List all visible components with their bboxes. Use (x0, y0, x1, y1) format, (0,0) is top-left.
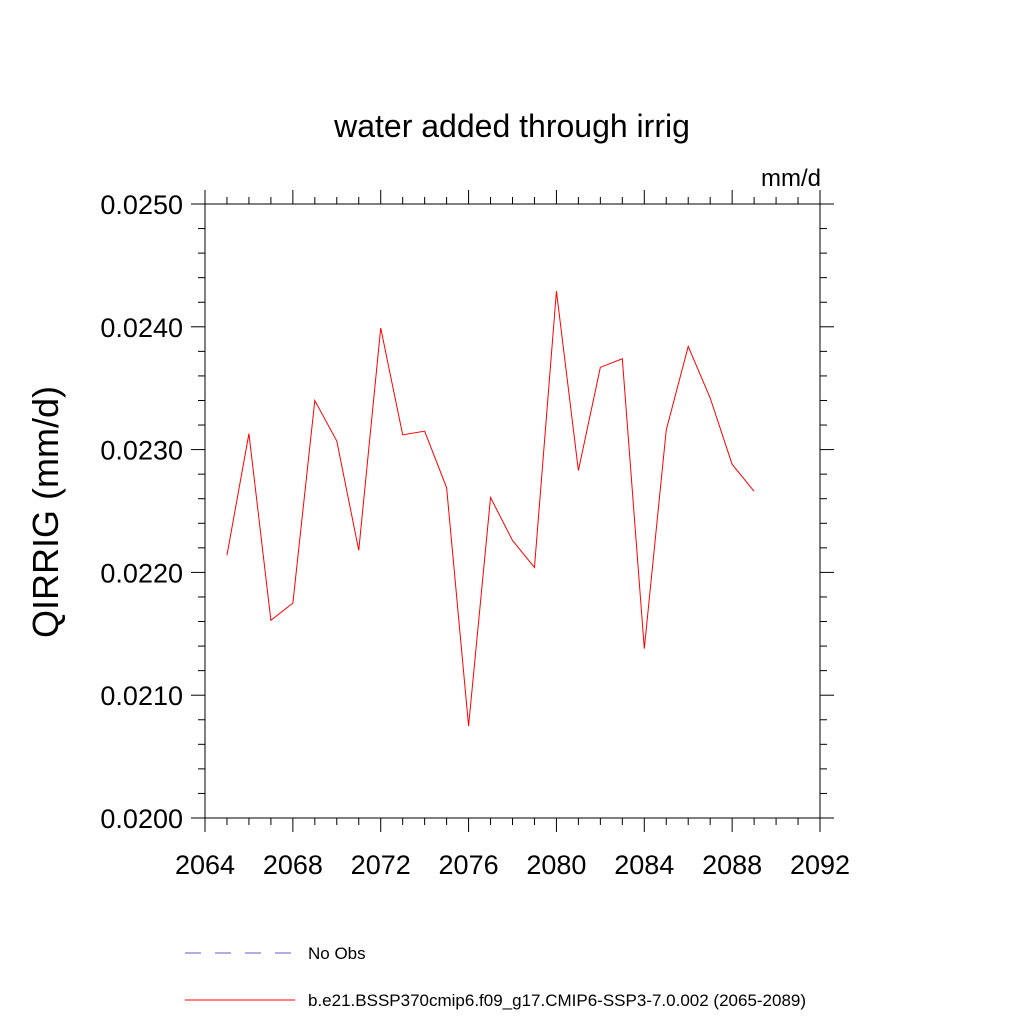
legend-label: b.e21.BSSP370cmip6.f09_g17.CMIP6-SSP3-7.… (308, 991, 806, 1010)
x-tick-labels: 2064 2068 2072 2076 2080 2084 2088 2092 (175, 850, 850, 880)
y-tick-label: 0.0250 (100, 190, 183, 220)
y-axis-label: QIRRIG (mm/d) (25, 386, 66, 638)
x-tick-label: 2072 (351, 850, 411, 880)
y-tick-labels: 0.0200 0.0210 0.0220 0.0230 0.0240 0.0250 (100, 190, 183, 834)
y-tick-label: 0.0240 (100, 313, 183, 343)
x-tick-label: 2076 (439, 850, 499, 880)
units-label: mm/d (761, 165, 821, 192)
x-tick-label: 2088 (702, 850, 762, 880)
axis-ticks (191, 190, 834, 832)
series-lines (226, 291, 755, 726)
series-line (226, 291, 755, 726)
plot-frame (204, 203, 821, 819)
x-tick-label: 2092 (790, 850, 850, 880)
x-tick-label: 2064 (175, 850, 235, 880)
y-tick-label: 0.0200 (100, 804, 183, 834)
x-tick-label: 2084 (614, 850, 674, 880)
y-tick-label: 0.0230 (100, 436, 183, 466)
y-tick-label: 0.0210 (100, 681, 183, 711)
legend-label: No Obs (308, 944, 366, 963)
x-tick-label: 2080 (526, 850, 586, 880)
legend: No Obs b.e21.BSSP370cmip6.f09_g17.CMIP6-S… (185, 944, 806, 1010)
x-tick-label: 2068 (263, 850, 323, 880)
y-tick-label: 0.0220 (100, 558, 183, 588)
chart-title: water added through irrig (333, 108, 690, 144)
